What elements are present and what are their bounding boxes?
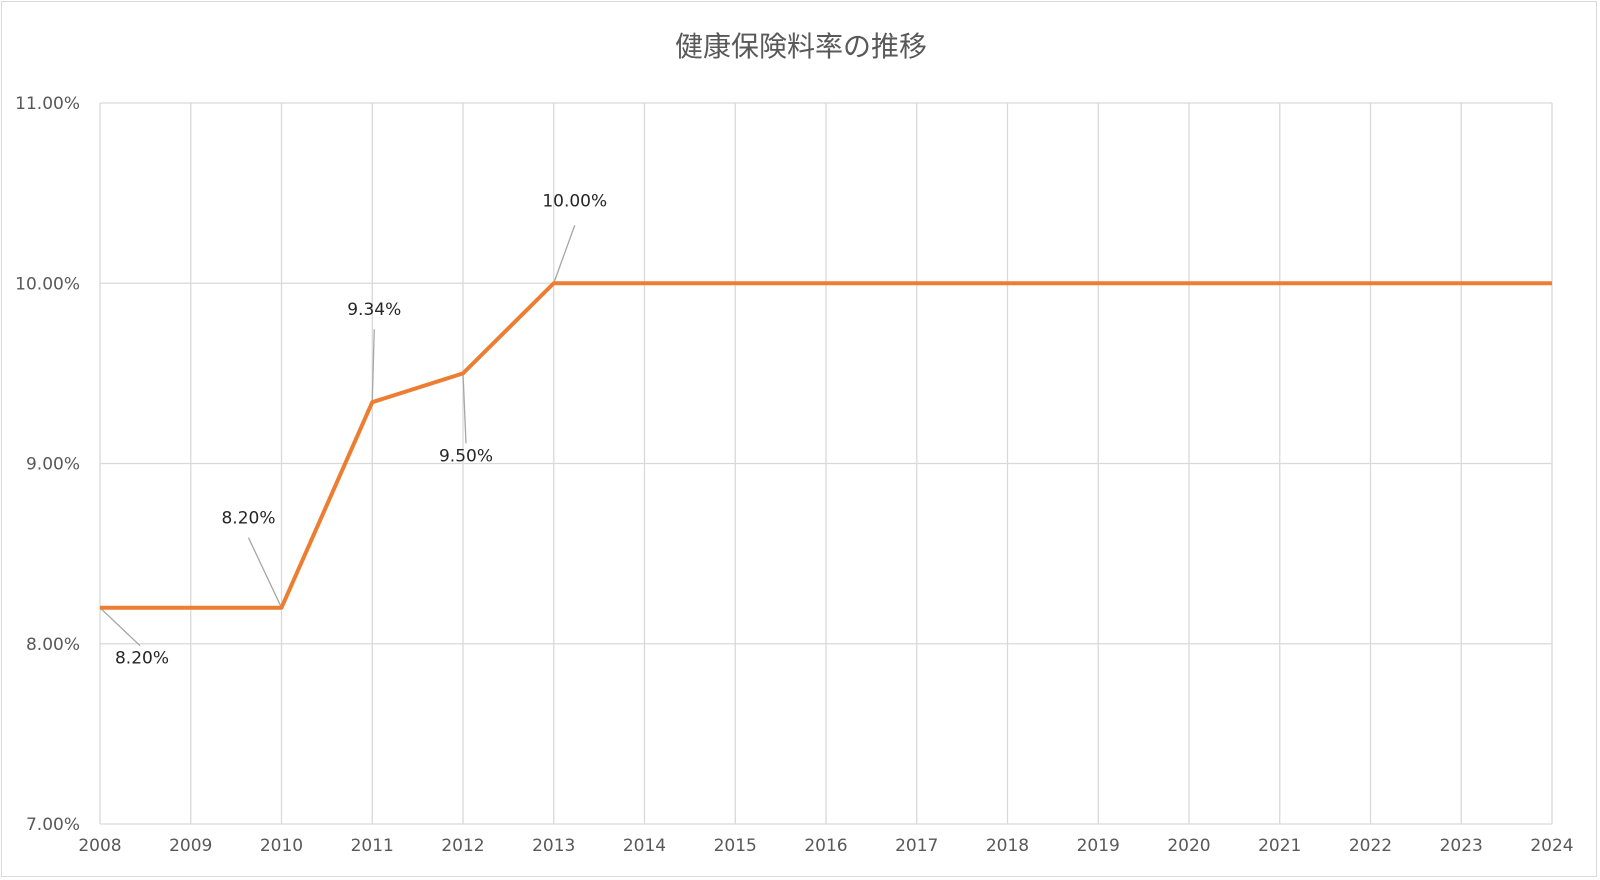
data-label-leader xyxy=(99,607,141,647)
data-label: 8.20% xyxy=(115,649,169,669)
data-labels: 8.20% 8.20% 9.34% 9.50% 10.00% xyxy=(115,191,607,668)
x-axis-ticks: 2008 2009 2010 2011 2012 2013 2014 2015 2016 2017… xyxy=(78,836,1573,856)
x-tick-label: 2020 xyxy=(1167,836,1210,856)
x-tick-label: 2012 xyxy=(441,836,484,856)
data-label-leader xyxy=(462,373,467,444)
x-tick-label: 2015 xyxy=(714,836,757,856)
x-tick-label: 2017 xyxy=(895,836,938,856)
x-tick-label: 2019 xyxy=(1077,836,1120,856)
series xyxy=(99,281,1553,610)
y-axis-ticks: 7.00% 8.00% 9.00% 10.00% 11.00% xyxy=(15,94,80,835)
x-tick-label: 2011 xyxy=(351,836,394,856)
x-tick-label: 2010 xyxy=(260,836,303,856)
data-label: 8.20% xyxy=(221,509,275,529)
data-label-leaders xyxy=(99,225,576,647)
x-tick-label: 2022 xyxy=(1349,836,1392,856)
x-tick-label: 2023 xyxy=(1440,836,1483,856)
y-tick-label: 9.00% xyxy=(26,455,80,475)
x-tick-label: 2013 xyxy=(532,836,575,856)
x-tick-label: 2021 xyxy=(1258,836,1301,856)
data-label: 10.00% xyxy=(542,191,607,211)
x-tick-label: 2008 xyxy=(78,836,121,856)
x-tick-label: 2024 xyxy=(1530,836,1573,856)
gridlines xyxy=(99,102,1553,825)
y-tick-label: 7.00% xyxy=(26,815,80,835)
x-tick-label: 2009 xyxy=(169,836,212,856)
x-tick-label: 2016 xyxy=(804,836,847,856)
x-tick-label: 2014 xyxy=(623,836,666,856)
y-tick-label: 10.00% xyxy=(15,274,80,294)
data-label: 9.50% xyxy=(439,446,493,466)
chart-title: 健康保険料率の推移 xyxy=(675,30,927,63)
data-label: 9.34% xyxy=(347,300,401,320)
data-label-leader xyxy=(553,225,576,284)
data-label-leader xyxy=(247,537,283,608)
y-tick-label: 11.00% xyxy=(15,94,80,114)
data-label-leader xyxy=(371,329,375,403)
y-tick-label: 8.00% xyxy=(26,635,80,655)
x-tick-label: 2018 xyxy=(986,836,1029,856)
